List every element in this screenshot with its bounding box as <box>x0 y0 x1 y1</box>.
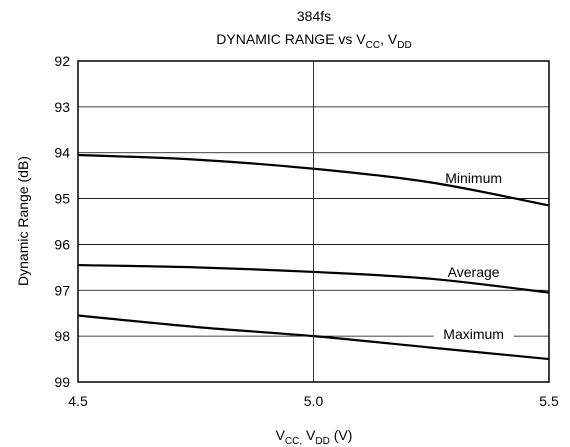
y-tick-label: 99 <box>54 374 70 390</box>
x-tick-labels: 4.5 5.0 5.5 <box>68 393 559 409</box>
y-tick-label: 97 <box>54 282 70 298</box>
y-tick-labels: 92 93 94 95 96 97 98 99 <box>54 53 70 390</box>
series-label-minimum: Minimum <box>445 170 502 186</box>
y-tick-label: 93 <box>54 99 70 115</box>
y-tick-label: 92 <box>54 53 70 69</box>
series-label-background <box>433 322 514 343</box>
x-tick-label: 5.5 <box>539 393 559 409</box>
chart-title-line1: 384fs <box>297 8 331 24</box>
chart-title-line2: DYNAMIC RANGE vs VCC, VDD <box>216 31 411 51</box>
y-tick-label: 96 <box>54 236 70 252</box>
series-lines <box>77 153 550 361</box>
series-line-maximum <box>77 314 550 361</box>
x-tick-label: 5.0 <box>304 393 324 409</box>
series-label-maximum: Maximum <box>443 326 504 342</box>
series-line-average <box>77 263 550 294</box>
x-tick-label: 4.5 <box>68 393 88 409</box>
series-line-minimum <box>77 153 550 207</box>
x-axis-label: VCC, VDD (V) <box>276 427 353 447</box>
plot-area-frame <box>77 60 550 383</box>
y-tick-label: 98 <box>54 328 70 344</box>
y-tick-label: 95 <box>54 191 70 207</box>
series-labels: Minimum Average Maximum <box>433 170 514 343</box>
y-axis-label: Dynamic Range (dB) <box>15 156 31 286</box>
y-tick-label: 94 <box>54 145 70 161</box>
series-label-average: Average <box>448 264 500 280</box>
